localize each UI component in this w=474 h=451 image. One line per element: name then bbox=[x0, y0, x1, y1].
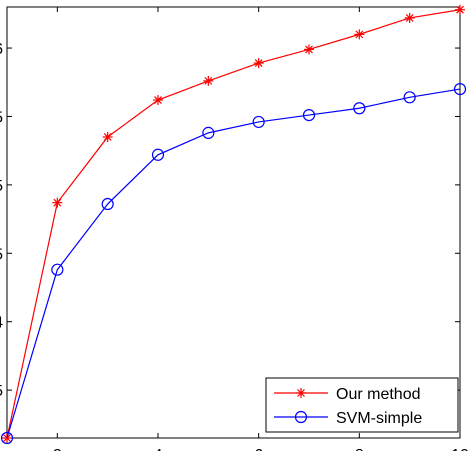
point bbox=[353, 102, 366, 115]
point bbox=[102, 131, 113, 142]
asterisk-stroke bbox=[355, 30, 364, 39]
point bbox=[151, 148, 165, 161]
point bbox=[253, 58, 264, 69]
asterisk-stroke bbox=[154, 96, 162, 104]
legend-label: Our method bbox=[336, 386, 420, 403]
x-tick-label: 4 bbox=[154, 447, 163, 451]
point bbox=[354, 29, 365, 40]
y-tick-label: 0.45 bbox=[0, 246, 3, 263]
x-tick-label: 8 bbox=[355, 447, 364, 451]
point bbox=[403, 91, 416, 104]
point bbox=[252, 115, 265, 129]
x-tick-label: 10 bbox=[451, 447, 469, 451]
y-tick-label: 0.4 bbox=[0, 315, 3, 332]
plot-frame bbox=[6, 6, 461, 439]
asterisk-stroke bbox=[103, 133, 112, 141]
legend-box bbox=[265, 377, 459, 433]
asterisk-stroke bbox=[456, 5, 464, 14]
point bbox=[153, 95, 163, 106]
x-tick-label: 2 bbox=[53, 447, 62, 451]
point bbox=[52, 197, 63, 208]
asterisk-stroke bbox=[53, 198, 62, 207]
point bbox=[302, 108, 316, 122]
y-tick-label: 0.55 bbox=[0, 109, 3, 126]
point bbox=[51, 263, 64, 276]
point bbox=[203, 75, 214, 86]
point bbox=[453, 82, 467, 96]
point bbox=[0, 431, 14, 445]
legend-marker bbox=[294, 410, 308, 424]
series-line bbox=[6, 9, 461, 439]
asterisk-stroke bbox=[305, 45, 313, 54]
point bbox=[202, 126, 215, 139]
y-tick-label: 0.35 bbox=[0, 383, 3, 400]
legend-marker bbox=[296, 388, 306, 398]
asterisk-stroke bbox=[254, 59, 263, 68]
legend-label: SVM-simple bbox=[336, 410, 422, 427]
asterisk-stroke bbox=[297, 389, 305, 397]
series-line bbox=[6, 88, 461, 439]
asterisk-stroke bbox=[405, 14, 414, 22]
point bbox=[304, 44, 314, 55]
x-tick-label: 6 bbox=[254, 447, 263, 451]
y-tick-label: 0.6 bbox=[0, 41, 3, 58]
point bbox=[101, 197, 114, 211]
asterisk-stroke bbox=[204, 76, 213, 85]
y-tick-label: 0.5 bbox=[0, 178, 3, 195]
point bbox=[404, 12, 415, 23]
point bbox=[455, 4, 465, 15]
